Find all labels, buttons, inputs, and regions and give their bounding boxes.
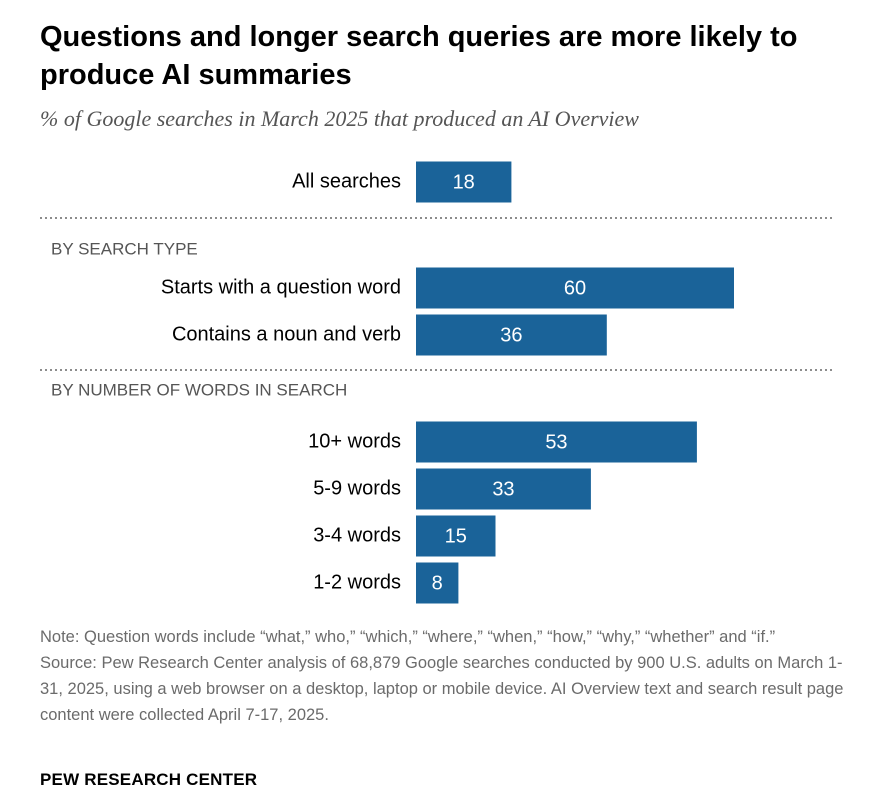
group-heading: BY NUMBER OF WORDS IN SEARCH: [51, 380, 347, 399]
bar: [416, 267, 734, 309]
category-label: 1-2 words: [313, 571, 401, 593]
footnotes: Note: Question words include “what,” who…: [40, 624, 860, 728]
bar-chart: All searches 18 BY SEARCH TYPE Starts with …: [40, 161, 835, 604]
bar: [416, 515, 496, 557]
chart-subtitle: % of Google searches in March 2025 that …: [40, 106, 639, 131]
chart-title: Questions and longer search queries are …: [40, 21, 798, 91]
category-label: Starts with a question word: [161, 276, 401, 298]
brand-logo-text: PEW RESEARCH CENTER: [40, 770, 258, 789]
category-label: 10+ words: [308, 430, 401, 452]
data-label: 18: [453, 171, 475, 193]
data-label: 8: [432, 572, 443, 594]
data-label: 15: [445, 525, 467, 547]
bar: [416, 314, 607, 356]
bar: [416, 562, 459, 604]
bar: [416, 421, 697, 463]
bar: [416, 468, 591, 510]
group-heading: BY SEARCH TYPE: [51, 239, 198, 258]
data-label: 36: [500, 324, 522, 346]
category-label: 5-9 words: [313, 477, 401, 499]
data-label: 33: [492, 478, 514, 500]
data-label: 53: [545, 431, 567, 453]
category-label: Contains a noun and verb: [172, 323, 401, 345]
data-label: 60: [564, 277, 586, 299]
source-text: Source: Pew Research Center analysis of …: [40, 654, 844, 724]
category-label: All searches: [292, 170, 401, 192]
bar: [416, 161, 512, 203]
category-label: 3-4 words: [313, 524, 401, 546]
note-text: Note: Question words include “what,” who…: [40, 628, 776, 646]
